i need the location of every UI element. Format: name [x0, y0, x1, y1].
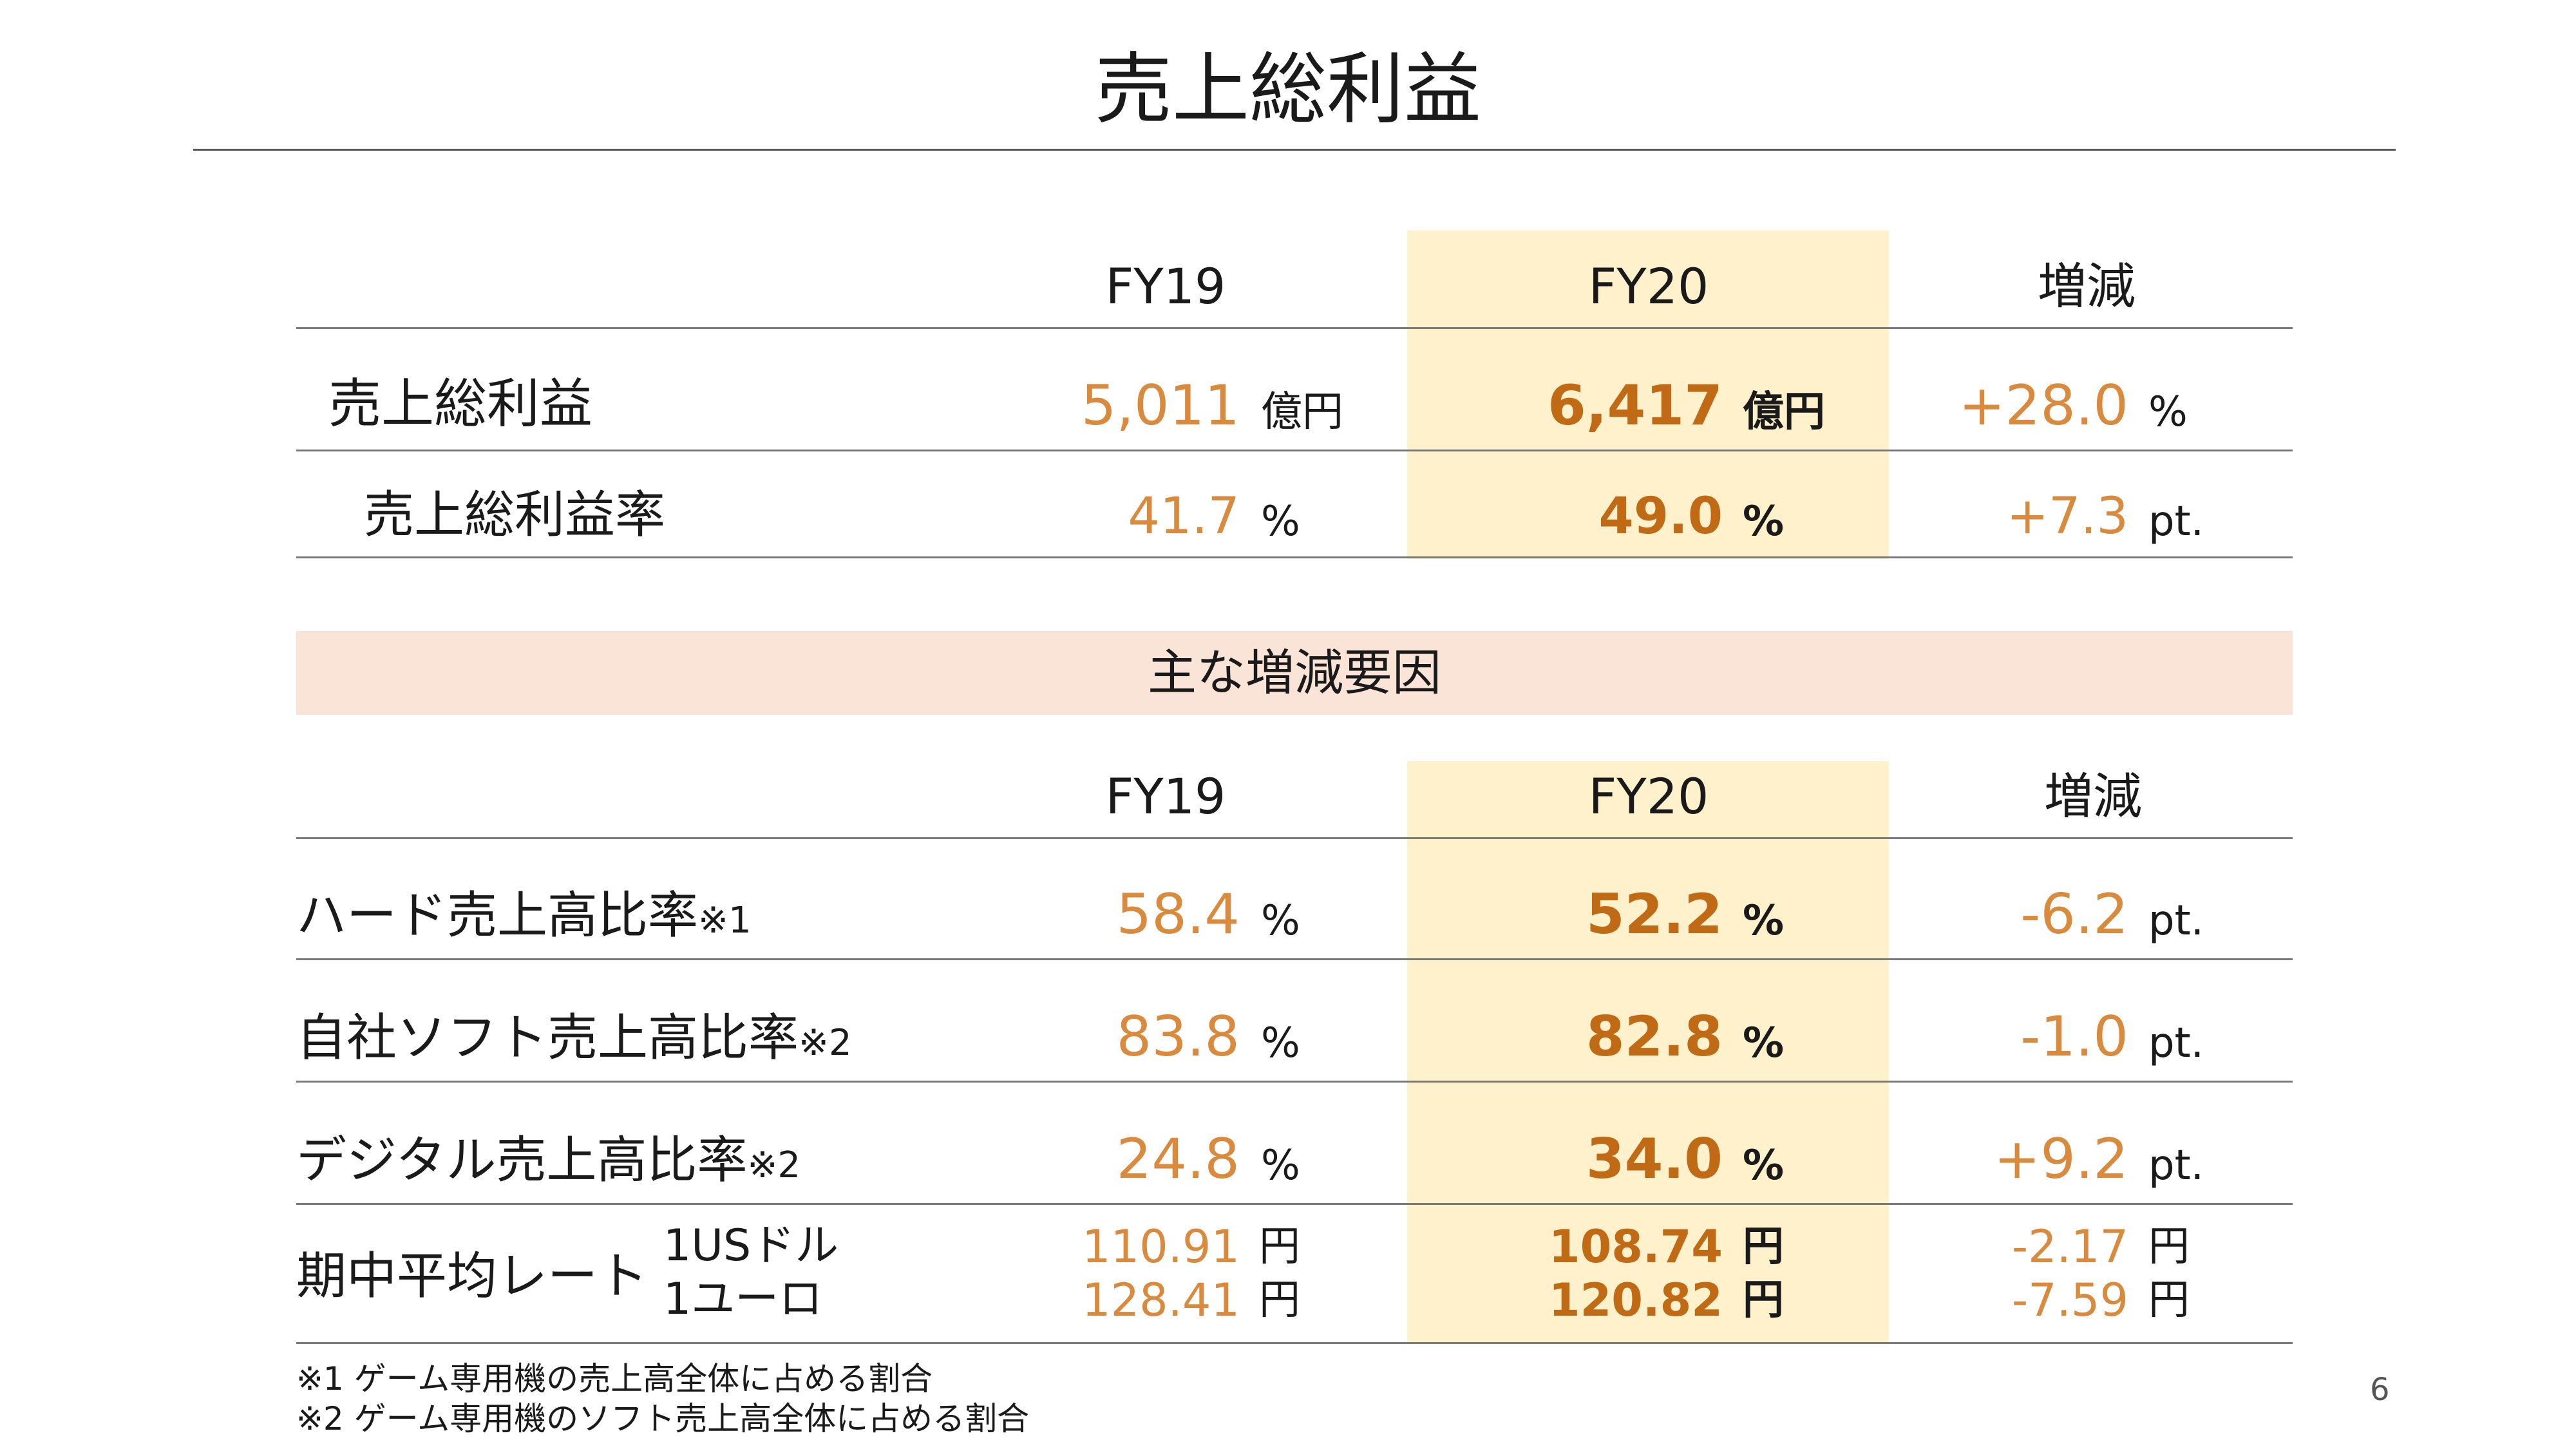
- page-title: 売上総利益: [1095, 45, 1481, 135]
- gross-margin-fy20-unit: %: [1743, 498, 1785, 545]
- eur-rate-fy19-unit: 円: [1259, 1276, 1300, 1324]
- hardware-ratio-fy19: 58.4: [1116, 882, 1240, 947]
- gross-profit-change-unit: %: [2148, 388, 2188, 436]
- table2-row1-rule: [296, 958, 2293, 960]
- table1-bottom-rule: [296, 556, 2293, 558]
- factors-band: [296, 631, 2293, 715]
- hardware-ratio-fy20: 52.2: [1586, 882, 1723, 947]
- first-party-ratio-change-unit: pt.: [2148, 1019, 2204, 1067]
- usd-rate-fy19-unit: 円: [1259, 1223, 1300, 1271]
- usd-rate-fy20: 108.74: [1548, 1220, 1723, 1273]
- footnote-ref: ※1: [698, 900, 752, 942]
- footnote-ref: ※2: [747, 1144, 801, 1186]
- digital-ratio-change: +9.2: [1994, 1127, 2128, 1191]
- usd-rate-change-unit: 円: [2148, 1223, 2190, 1271]
- row-label-gross-margin: 売上総利益率: [364, 486, 666, 544]
- footnote-2: ※2 ゲーム専用機のソフト売上高全体に占める割合: [296, 1400, 1030, 1437]
- digital-ratio-fy19: 24.8: [1116, 1127, 1240, 1191]
- title-divider: [193, 149, 2396, 151]
- digital-ratio-fy20-unit: %: [1743, 1142, 1785, 1189]
- row-label-hardware-ratio: ハード売上高比率※1: [296, 887, 752, 945]
- row-label-gross-profit: 売上総利益: [328, 374, 593, 435]
- table2-header-rule: [296, 837, 2293, 839]
- eur-rate-fy19: 128.41: [1082, 1274, 1240, 1327]
- hardware-ratio-change-unit: pt.: [2148, 897, 2204, 945]
- header-fy19: FY19: [1105, 768, 1226, 825]
- eur-rate-change: -7.59: [2011, 1274, 2128, 1327]
- footnote-ref: ※2: [799, 1022, 852, 1064]
- gross-profit-fy19: 5,011: [1081, 374, 1240, 438]
- usd-rate-fy19: 110.91: [1082, 1220, 1240, 1273]
- table2-row2-rule: [296, 1081, 2293, 1083]
- digital-ratio-fy19-unit: %: [1261, 1142, 1300, 1189]
- first-party-ratio-change: -1.0: [2020, 1005, 2128, 1069]
- table2-bottom-rule: [296, 1342, 2293, 1344]
- gross-profit-fy20: 6,417: [1547, 374, 1723, 438]
- gross-profit-fy20-unit: 億円: [1743, 388, 1825, 436]
- gross-margin-fy20: 49.0: [1598, 488, 1723, 545]
- first-party-ratio-fy19: 83.8: [1116, 1005, 1240, 1069]
- eur-rate-fy20: 120.82: [1548, 1274, 1723, 1327]
- table1-row1-rule: [296, 450, 2293, 451]
- usd-rate-change: -2.17: [2011, 1220, 2128, 1273]
- rate-label-eur: 1ユーロ: [663, 1274, 823, 1325]
- gross-margin-fy19-unit: %: [1261, 498, 1300, 545]
- rate-label-usd: 1USドル: [663, 1220, 839, 1271]
- gross-profit-change: +28.0: [1958, 374, 2128, 438]
- first-party-ratio-fy20-unit: %: [1743, 1019, 1785, 1067]
- gross-profit-fy19-unit: 億円: [1261, 388, 1343, 436]
- gross-margin-change: +7.3: [2006, 488, 2128, 545]
- hardware-ratio-fy20-unit: %: [1743, 897, 1785, 945]
- row-label-average-rate: 期中平均レート: [296, 1247, 649, 1305]
- header-fy20: FY20: [1588, 768, 1709, 825]
- eur-rate-change-unit: 円: [2148, 1276, 2190, 1324]
- table2-row3-rule: [296, 1203, 2293, 1205]
- digital-ratio-change-unit: pt.: [2148, 1142, 2204, 1189]
- digital-ratio-fy20: 34.0: [1586, 1127, 1723, 1191]
- eur-rate-fy20-unit: 円: [1743, 1276, 1784, 1324]
- table1-header-rule: [296, 327, 2293, 329]
- hardware-ratio-change: -6.2: [2020, 882, 2128, 947]
- factors-heading: 主な増減要因: [1148, 644, 1441, 701]
- row-label-digital-ratio: デジタル売上高比率※2: [296, 1132, 801, 1189]
- row-label-first-party-software-ratio: 自社ソフト売上高比率※2: [296, 1009, 852, 1067]
- fy20-highlight-bottom: [1407, 761, 1889, 1344]
- first-party-ratio-fy20: 82.8: [1586, 1005, 1723, 1069]
- fy20-highlight-top: [1407, 231, 1889, 559]
- header-change: 増減: [2038, 258, 2136, 315]
- gross-margin-change-unit: pt.: [2148, 498, 2204, 545]
- first-party-ratio-fy19-unit: %: [1261, 1019, 1300, 1067]
- gross-margin-fy19: 41.7: [1128, 488, 1240, 545]
- usd-rate-fy20-unit: 円: [1743, 1223, 1784, 1271]
- header-fy19: FY19: [1105, 258, 1226, 315]
- header-change: 増減: [2044, 768, 2142, 825]
- hardware-ratio-fy19-unit: %: [1261, 897, 1300, 945]
- footnote-1: ※1 ゲーム専用機の売上高全体に占める割合: [296, 1360, 933, 1397]
- header-fy20: FY20: [1588, 258, 1709, 315]
- page-number: 6: [2370, 1372, 2390, 1408]
